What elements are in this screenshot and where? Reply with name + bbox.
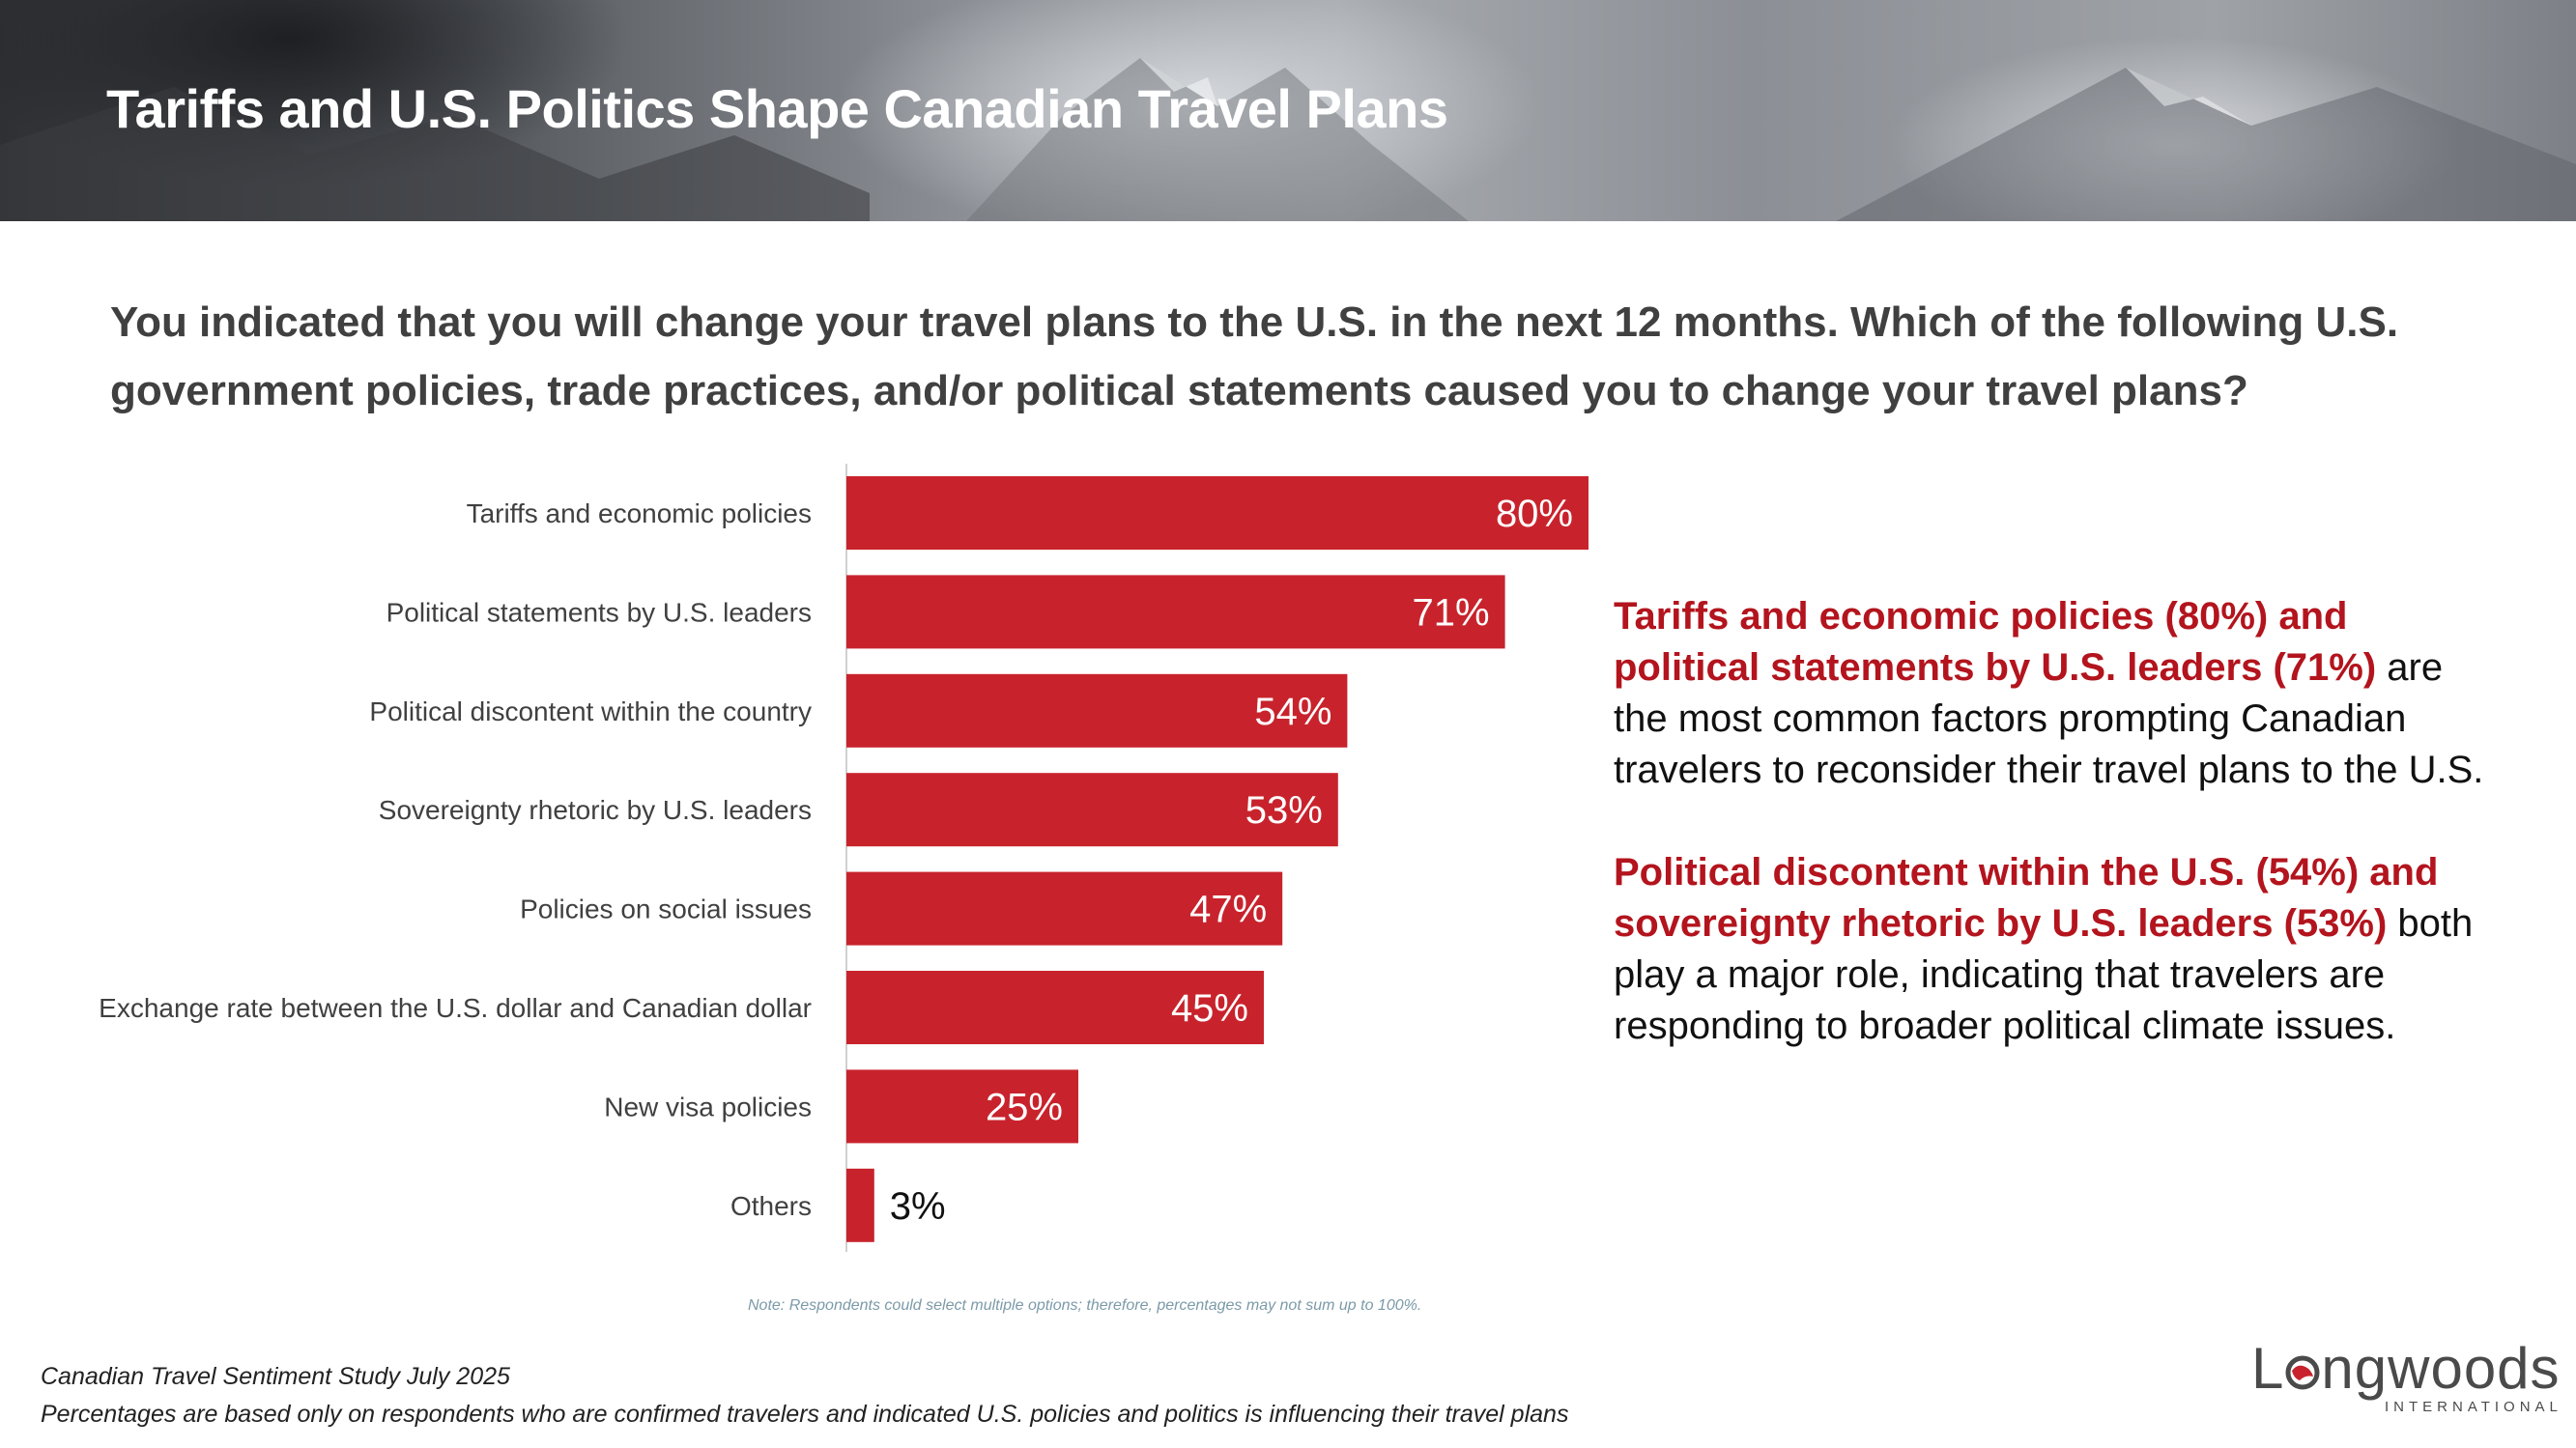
data-label: 53% [1245,789,1323,832]
insight-paragraph-2: Political discontent within the U.S. (54… [1614,847,2503,1052]
source-footnote: Canadian Travel Sentiment Study July 202… [41,1358,1568,1434]
category-label: Policies on social issues [520,894,812,924]
insight-panel: Tariffs and economic policies (80%) and … [1614,591,2503,1103]
bar [846,1069,1078,1144]
data-label: 25% [986,1086,1063,1128]
survey-question: You indicated that you will change your … [110,298,2399,414]
logo-wordmark-end: ngwoods [2321,1336,2561,1401]
globe-o-icon [2284,1340,2321,1390]
bar [846,575,1505,649]
insight-1-text: are the most common factors prompting Ca… [1614,646,2484,791]
category-label: Political statements by U.S. leaders [386,597,812,627]
logo-subtitle: INTERNATIONAL [2385,1399,2562,1415]
data-label: 71% [1413,591,1490,634]
data-label: 54% [1254,691,1331,733]
category-label: Political discontent within the country [369,696,812,726]
data-label: 45% [1171,987,1248,1030]
category-label: Sovereignty rhetoric by U.S. leaders [379,795,812,825]
category-label: Others [730,1191,812,1221]
bar-chart: Tariffs and economic policies 80% Politica… [99,464,1589,1252]
bar [846,1168,874,1242]
data-label: 3% [890,1185,946,1228]
category-label: Exchange rate between the U.S. dollar an… [99,993,812,1023]
slide-title: Tariffs and U.S. Politics Shape Canadian… [106,78,1448,139]
bar [846,673,1348,748]
source-line-1: Canadian Travel Sentiment Study July 202… [41,1363,510,1390]
chart-note: Note: Respondents could select multiple … [748,1297,1422,1314]
bar [846,476,1589,550]
insight-2-text: both play a major role, indicating that … [1614,902,2474,1047]
mountain-backdrop [0,58,2576,221]
category-label: Tariffs and economic policies [467,498,812,528]
insight-2-highlight: Political discontent within the U.S. (54… [1614,851,2439,945]
insight-1-highlight: Tariffs and economic policies (80%) and … [1614,595,2377,689]
header-banner: Tariffs and U.S. Politics Shape Canadian… [0,0,2576,221]
bar [846,971,1264,1044]
category-label: New visa policies [604,1092,812,1121]
data-label: 47% [1189,889,1267,931]
logo-wordmark-start: L [2251,1336,2285,1401]
bar [846,773,1338,847]
bar [846,871,1283,946]
data-label: 80% [1496,493,1573,535]
insight-paragraph-1: Tariffs and economic policies (80%) and … [1614,591,2503,796]
source-line-2: Percentages are based only on respondent… [41,1401,1569,1428]
